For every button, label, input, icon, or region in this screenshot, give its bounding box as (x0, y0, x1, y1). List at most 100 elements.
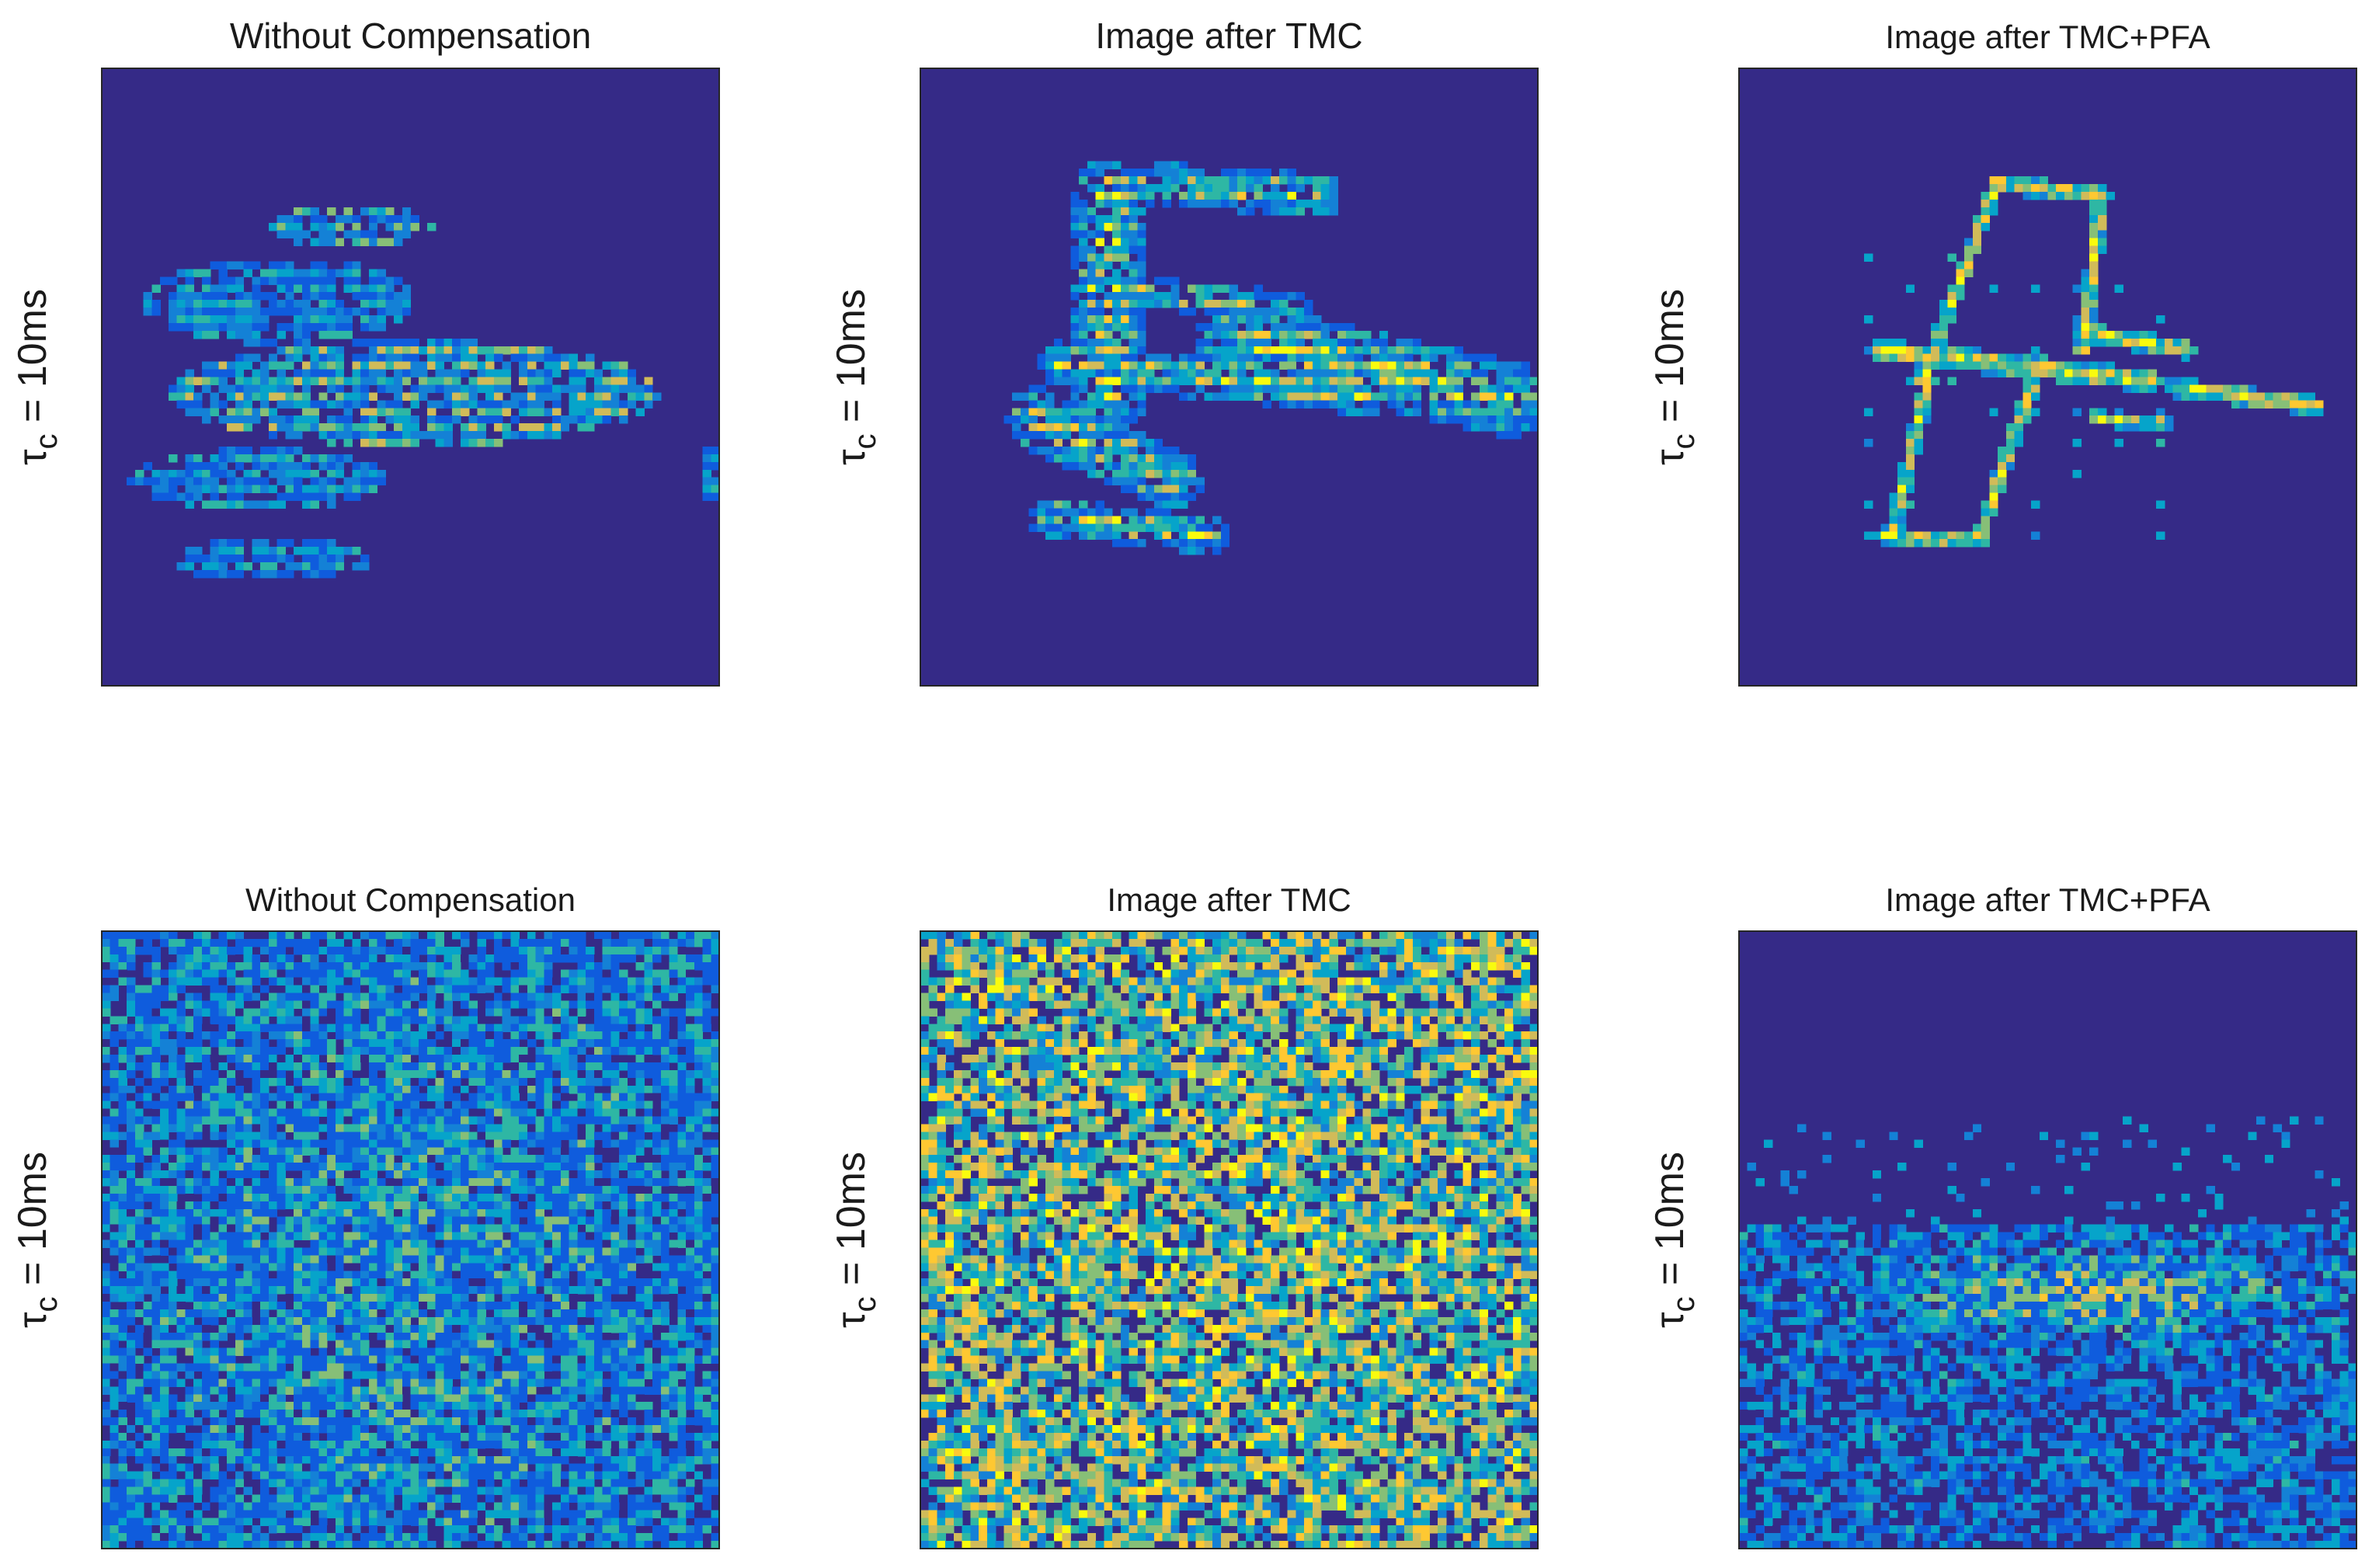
heatmap-cell (301, 539, 311, 548)
heatmap-cell (1170, 284, 1180, 293)
heatmap-cell (218, 562, 228, 571)
heatmap-cell (669, 1170, 678, 1179)
heatmap-cell (1212, 322, 1222, 332)
heatmap-cell (285, 322, 294, 332)
heatmap-cell (143, 1055, 153, 1063)
heatmap-cell (560, 1132, 570, 1140)
heatmap-cell (1095, 377, 1104, 386)
heatmap-cell (1129, 238, 1138, 247)
heatmap-cell (1922, 539, 1932, 548)
heatmap-cell (402, 1147, 412, 1156)
heatmap-cell (1162, 161, 1171, 169)
heatmap-cell (644, 1108, 653, 1118)
heatmap-cell (644, 961, 653, 971)
heatmap-cell (1229, 169, 1238, 177)
y-axis-label-symbol: τ (10, 449, 55, 465)
heatmap-cell (1337, 330, 1347, 339)
heatmap-cell (385, 1085, 395, 1094)
heatmap-cell (1137, 469, 1146, 478)
heatmap-cell (552, 954, 562, 963)
heatmap-cell (252, 1100, 261, 1110)
heatmap-cell (1095, 353, 1104, 363)
heatmap-cell (201, 500, 211, 509)
heatmap-cell (419, 1132, 428, 1140)
heatmap-cell (1371, 408, 1380, 416)
heatmap-cell (335, 454, 345, 463)
heatmap-cell (243, 1155, 252, 1163)
heatmap-cell (218, 400, 228, 409)
heatmap-cell (1129, 377, 1138, 386)
heatmap-cell (185, 1132, 194, 1140)
heatmap-cell (1112, 284, 1122, 293)
heatmap-cell (2097, 377, 2107, 386)
heatmap-cell (1454, 408, 1463, 416)
heatmap-cell (243, 500, 252, 509)
heatmap-cell (435, 361, 445, 370)
heatmap-cell (410, 384, 419, 393)
heatmap-cell (468, 1108, 478, 1118)
heatmap-cell (343, 1139, 353, 1148)
heatmap-cell (1287, 330, 1297, 339)
heatmap-cell (1512, 361, 1522, 370)
heatmap-cell (335, 400, 345, 409)
heatmap-cell (218, 361, 228, 370)
heatmap-cell (1095, 500, 1104, 509)
heatmap-cell (227, 361, 236, 370)
heatmap-cell (227, 408, 236, 416)
heatmap-cell (168, 322, 178, 332)
heatmap-cell (1170, 539, 1180, 548)
heatmap-cell (127, 1000, 136, 1009)
heatmap-cell (552, 1163, 562, 1171)
heatmap-cell (1087, 431, 1097, 440)
heatmap-cell (294, 222, 303, 231)
heatmap-cell (201, 384, 211, 393)
heatmap-cell (593, 1039, 603, 1048)
heatmap-cell (176, 954, 186, 963)
heatmap-cell (252, 1093, 261, 1102)
heatmap-cell (468, 985, 478, 994)
heatmap-cell (443, 985, 453, 994)
heatmap-cell (468, 1000, 478, 1009)
heatmap-cell (1922, 384, 1932, 393)
heatmap-cell (235, 485, 245, 494)
heatmap-cell (485, 415, 495, 424)
heatmap-cell (1237, 361, 1247, 370)
heatmap-cell (443, 1062, 453, 1071)
heatmap-cell (193, 292, 203, 301)
heatmap-cell (560, 969, 570, 979)
heatmap-cell (176, 1155, 186, 1163)
heatmap-cell (335, 969, 345, 979)
heatmap-cell (143, 946, 153, 955)
heatmap-cell (327, 1139, 336, 1148)
heatmap-cell (485, 1039, 495, 1048)
heatmap-cell (1296, 384, 1305, 393)
heatmap-cell (1412, 346, 1422, 355)
heatmap-cell (227, 1170, 236, 1179)
heatmap-cell (335, 1185, 345, 1194)
heatmap-cell (1187, 469, 1197, 478)
heatmap-cell (1964, 269, 1974, 277)
heatmap-cell (268, 446, 278, 455)
heatmap-cell (410, 1008, 419, 1017)
heatmap-cell (1271, 176, 1280, 185)
heatmap-cell (193, 1163, 203, 1171)
heatmap-cell (552, 993, 562, 1002)
heatmap-cell (210, 292, 219, 301)
heatmap-cell (252, 1132, 261, 1140)
heatmap-cell (2089, 230, 2099, 239)
heatmap-cell (1095, 369, 1104, 378)
heatmap-cell (1204, 531, 1213, 540)
heatmap-cell (677, 1163, 687, 1171)
heatmap-cell (1445, 415, 1456, 424)
heatmap-cell (1195, 292, 1205, 301)
heatmap-cell (285, 454, 294, 463)
heatmap-cell (560, 977, 570, 986)
heatmap-cell (711, 454, 720, 463)
heatmap-cell (1337, 377, 1347, 386)
heatmap-cell (1287, 377, 1297, 386)
heatmap-cell (1379, 392, 1389, 401)
heatmap-cell (327, 415, 336, 424)
heatmap-cell (1095, 346, 1104, 355)
heatmap-cell (318, 539, 328, 548)
heatmap-cell (527, 1178, 537, 1187)
